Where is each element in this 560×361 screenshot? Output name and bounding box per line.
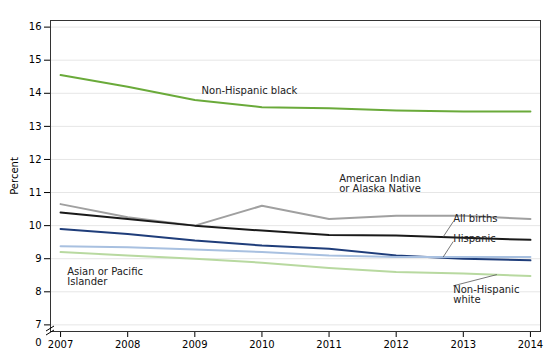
svg-text:Hispanic: Hispanic bbox=[453, 233, 496, 244]
svg-text:15: 15 bbox=[29, 54, 42, 65]
svg-text:7: 7 bbox=[35, 319, 41, 330]
svg-text:11: 11 bbox=[29, 187, 42, 198]
svg-text:American Indianor Alaska Nativ: American Indianor Alaska Native bbox=[339, 173, 421, 194]
svg-text:2010: 2010 bbox=[249, 339, 274, 350]
svg-text:0: 0 bbox=[35, 337, 41, 348]
svg-text:Non-Hispanic black: Non-Hispanic black bbox=[202, 85, 298, 96]
svg-text:2014: 2014 bbox=[518, 339, 543, 350]
svg-text:13: 13 bbox=[29, 121, 42, 132]
svg-text:12: 12 bbox=[29, 154, 42, 165]
svg-text:16: 16 bbox=[29, 21, 42, 32]
svg-text:14: 14 bbox=[29, 87, 42, 98]
svg-text:All births: All births bbox=[453, 213, 497, 224]
svg-text:2007: 2007 bbox=[48, 339, 73, 350]
svg-text:10: 10 bbox=[29, 220, 42, 231]
svg-text:Asian or PacificIslander: Asian or PacificIslander bbox=[67, 266, 143, 287]
svg-text:2011: 2011 bbox=[316, 339, 341, 350]
svg-text:2008: 2008 bbox=[115, 339, 140, 350]
svg-text:8: 8 bbox=[35, 286, 41, 297]
svg-text:9: 9 bbox=[35, 253, 41, 264]
svg-text:2013: 2013 bbox=[451, 339, 476, 350]
svg-text:Percent: Percent bbox=[9, 157, 20, 195]
svg-text:2012: 2012 bbox=[383, 339, 408, 350]
svg-text:2009: 2009 bbox=[182, 339, 207, 350]
svg-text:Non-Hispanicwhite: Non-Hispanicwhite bbox=[453, 284, 519, 305]
